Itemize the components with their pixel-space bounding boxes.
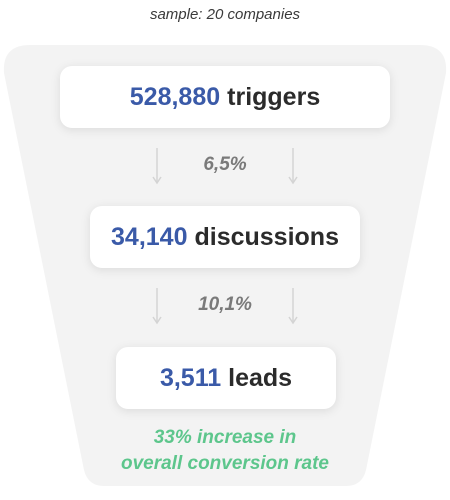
conversion-highlight: 33% increase in overall conversion rate <box>0 425 450 477</box>
stage-label: triggers <box>227 82 321 111</box>
highlight-line-2: overall conversion rate <box>120 453 330 474</box>
arrow-down-icon <box>152 148 162 185</box>
caption: sample: 20 companies <box>149 6 301 23</box>
arrow-down-icon <box>288 148 298 185</box>
arrow-down-icon <box>152 288 162 325</box>
arrow-down-icon <box>288 288 298 325</box>
stage-card-triggers: 528,880 triggers <box>60 66 390 128</box>
conversion-rate: 10,1% <box>198 294 252 315</box>
stage-card-leads: 3,511 leads <box>116 347 336 409</box>
highlight-line-1: 33% increase in <box>153 427 297 448</box>
stage-value: 3,511 <box>159 363 222 392</box>
stage-label: discussions <box>194 222 339 251</box>
stage-label: leads <box>228 363 293 392</box>
stage-value: 528,880 <box>129 82 221 111</box>
conversion-rate: 6,5% <box>203 154 247 175</box>
stage-value: 34,140 <box>111 222 188 251</box>
stage-card-discussions: 34,140 discussions <box>90 206 360 268</box>
